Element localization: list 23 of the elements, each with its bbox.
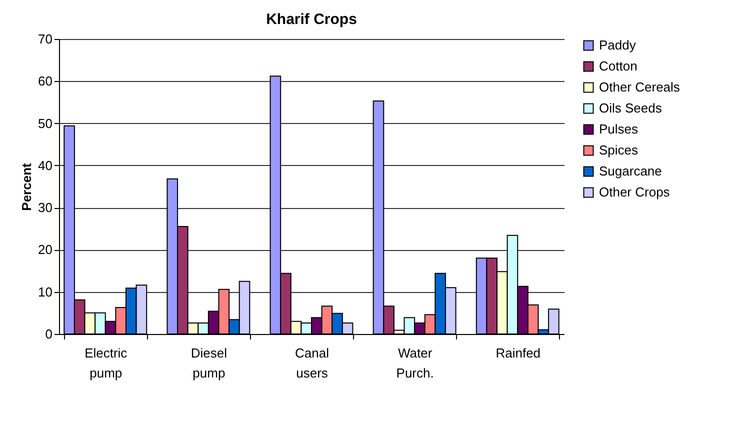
legend-label: Other Crops bbox=[599, 184, 670, 200]
y-tick-label: 10 bbox=[38, 284, 52, 300]
legend-label: Spices bbox=[599, 142, 639, 158]
y-tick-label: 70 bbox=[38, 32, 52, 46]
y-tick-label: 0 bbox=[45, 326, 52, 342]
x-tick-label: Water Purch. bbox=[396, 346, 434, 380]
y-axis-title: Percent bbox=[19, 162, 34, 211]
x-tick-label: Electric pump bbox=[84, 346, 128, 380]
legend-label: Other Cereals bbox=[599, 80, 680, 94]
y-tick-label: 20 bbox=[38, 242, 52, 258]
x-tick-label: Rainfed bbox=[496, 346, 541, 360]
y-tick-label: 30 bbox=[38, 200, 52, 216]
y-tick-label: 60 bbox=[38, 74, 52, 89]
legend-label: Oils Seeds bbox=[599, 100, 662, 116]
legend-label: Paddy bbox=[599, 38, 636, 52]
x-tick-label: Canal users bbox=[295, 346, 330, 380]
y-tick-label: 40 bbox=[38, 158, 52, 173]
chart-title: Kharif Crops bbox=[266, 11, 357, 28]
y-tick-label: 50 bbox=[38, 116, 52, 131]
legend-label: Cotton bbox=[599, 58, 638, 74]
x-tick-label: Diesel pump bbox=[190, 346, 228, 380]
legend-label: Sugarcane bbox=[599, 164, 662, 178]
legend-label: Pulses bbox=[599, 122, 639, 136]
